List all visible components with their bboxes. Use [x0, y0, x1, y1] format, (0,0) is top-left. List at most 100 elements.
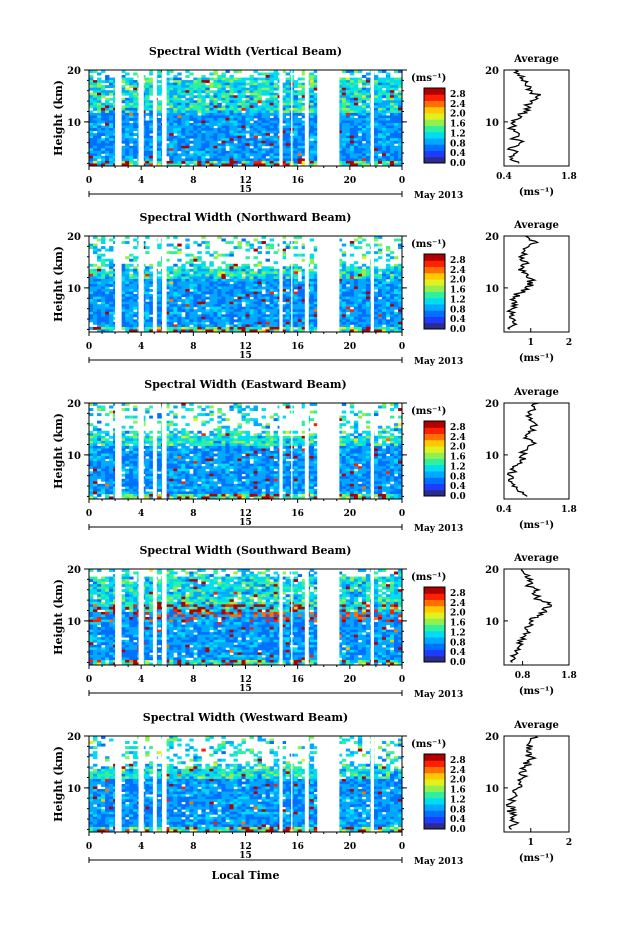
heatmap-cell: [285, 130, 291, 134]
heatmap-cell: [97, 120, 102, 124]
heatmap-cell: [181, 153, 186, 157]
heatmap-cell: [381, 268, 387, 272]
heatmap-cell: [273, 319, 278, 323]
heatmap-cell: [393, 100, 399, 104]
heatmap-cell: [357, 273, 363, 277]
heatmap-cell: [397, 123, 403, 126]
heatmap-cell: [313, 286, 319, 290]
heatmap-cell: [173, 82, 178, 86]
heatmap-cell: [181, 286, 186, 290]
heatmap-cell: [121, 90, 126, 94]
heatmap-cell: [261, 90, 266, 94]
heatmap-cell: [337, 130, 343, 134]
heatmap-cell: [301, 316, 307, 320]
heatmap-cell: [381, 291, 387, 295]
heatmap-cell: [389, 77, 395, 81]
heatmap-cell: [101, 115, 106, 119]
heatmap-cell: [273, 314, 278, 318]
heatmap-cell: [337, 268, 343, 272]
heatmap-cell: [385, 268, 391, 272]
heatmap-cell: [217, 102, 222, 106]
heatmap-cell: [201, 319, 206, 323]
heatmap-cell: [105, 321, 110, 325]
heatmap-cell: [185, 120, 190, 124]
heatmap-cell: [257, 281, 262, 285]
heatmap-cell: [189, 299, 194, 303]
heatmap-cell: [265, 100, 270, 104]
heatmap-cell: [189, 123, 194, 126]
heatmap-cell: [181, 304, 186, 308]
heatmap-cell: [297, 150, 303, 154]
heatmap-cell: [201, 130, 206, 134]
heatmap-cell: [181, 158, 186, 162]
heatmap-cell: [249, 309, 254, 313]
heatmap-cell: [97, 155, 102, 159]
heatmap-cell: [185, 296, 190, 300]
heatmap-cell: [165, 326, 170, 330]
heatmap-cell: [349, 296, 355, 300]
heatmap-cell: [209, 135, 214, 139]
heatmap-cell: [257, 278, 262, 282]
heatmap-cell: [353, 289, 359, 292]
heatmap-cell: [93, 135, 98, 139]
heatmap-cell: [201, 77, 206, 81]
heatmap-cell: [313, 82, 319, 86]
heatmap-cell: [293, 306, 299, 310]
heatmap-cell: [145, 301, 150, 305]
heatmap-cell: [341, 276, 347, 280]
heatmap-cell: [345, 97, 351, 101]
heatmap-cell: [349, 82, 355, 86]
heatmap-cell: [309, 256, 315, 260]
heatmap-cell: [193, 301, 198, 305]
heatmap-cell: [121, 118, 126, 121]
heatmap-cell: [313, 291, 319, 295]
heatmap-cell: [197, 266, 202, 270]
heatmap-cell: [205, 309, 210, 313]
heatmap-cell: [257, 276, 262, 280]
heatmap-cell: [129, 112, 134, 116]
heatmap-cell: [217, 138, 222, 142]
heatmap-cell: [273, 326, 278, 330]
heatmap-cell: [265, 150, 270, 154]
heatmap-cell: [157, 263, 162, 267]
heatmap-cell: [241, 314, 246, 318]
heatmap-cell: [189, 294, 194, 298]
heatmap-cell: [273, 321, 278, 325]
heatmap-cell: [205, 110, 210, 114]
heatmap-cell: [357, 77, 363, 81]
heatmap-cell: [393, 276, 399, 280]
heatmap-cell: [89, 115, 94, 119]
heatmap-cell: [237, 309, 242, 313]
heatmap-cell: [373, 148, 379, 152]
heatmap-cell: [213, 123, 218, 126]
heatmap-cell: [361, 301, 367, 305]
heatmap-cell: [177, 110, 182, 114]
heatmap-cell: [241, 148, 246, 152]
heatmap-cell: [193, 80, 198, 84]
heatmap-cell: [225, 281, 230, 285]
heatmap-cell: [341, 143, 347, 147]
heatmap-cell: [301, 105, 307, 109]
heatmap-cell: [189, 326, 194, 330]
heatmap-cell: [257, 286, 262, 290]
heatmap-cell: [177, 314, 182, 318]
heatmap-cell: [373, 251, 379, 255]
heatmap-cell: [293, 294, 299, 298]
colorbar-segment: [424, 113, 445, 120]
heatmap-cell: [169, 92, 174, 96]
heatmap-cell: [377, 100, 383, 104]
heatmap-cell: [301, 289, 307, 292]
heatmap-cell: [125, 281, 130, 285]
heatmap-cell: [217, 299, 222, 303]
heatmap-cell: [349, 140, 355, 144]
heatmap-cell: [373, 291, 379, 295]
heatmap-cell: [145, 130, 150, 134]
heatmap-cell: [257, 72, 262, 76]
colorbar-segment: [424, 144, 445, 151]
heatmap-cell: [145, 82, 150, 86]
heatmap-cell: [165, 286, 170, 290]
heatmap-cell: [173, 324, 178, 328]
heatmap-cell: [121, 110, 126, 114]
heatmap-cell: [101, 150, 106, 154]
heatmap-cell: [185, 115, 190, 119]
